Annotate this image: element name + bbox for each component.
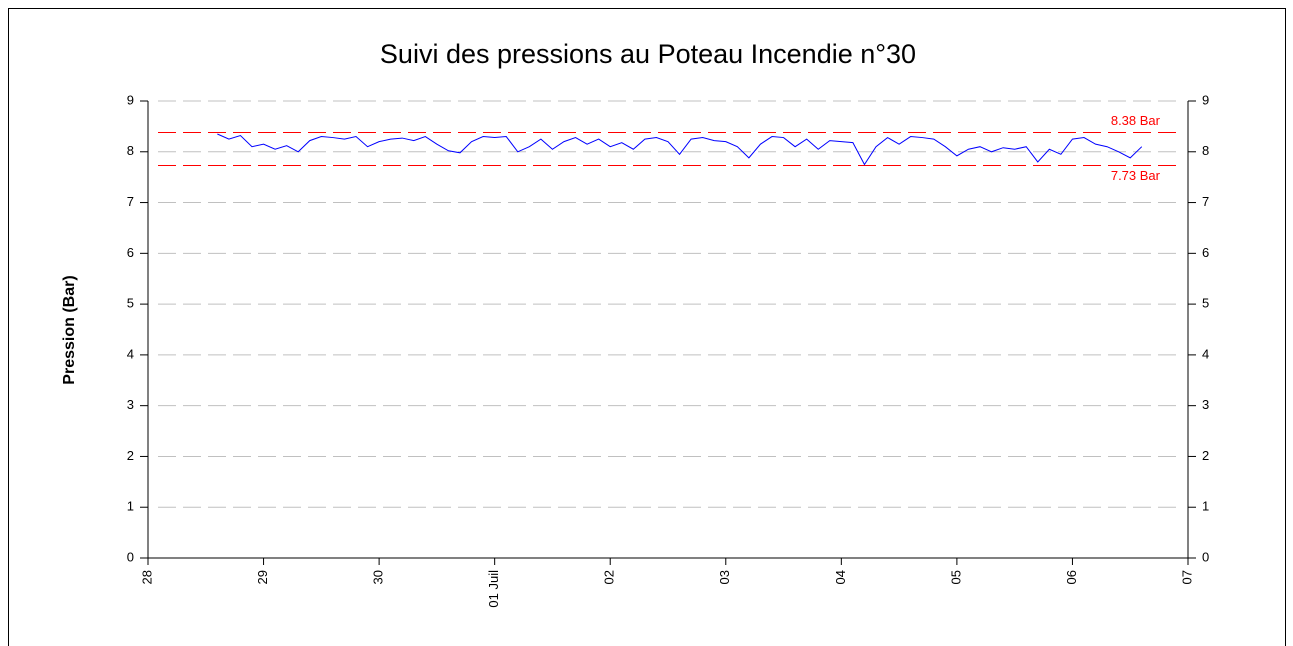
- x-tick-label: 03: [717, 570, 732, 584]
- y2-tick-label: 2: [1202, 448, 1209, 463]
- y-tick-label: 7: [127, 194, 134, 209]
- x-tick-label: 30: [371, 570, 386, 584]
- x-tick-label: 01 Juil: [486, 570, 501, 608]
- x-tick-label: 07: [1179, 570, 1194, 584]
- y-tick-label: 3: [127, 397, 134, 412]
- x-tick-label: 28: [139, 570, 154, 584]
- x-tick-label: 29: [255, 570, 270, 584]
- y2-tick-label: 8: [1202, 143, 1209, 158]
- data-line: [217, 133, 1143, 166]
- y2-tick-label: 6: [1202, 245, 1209, 260]
- threshold-label: 8.38 Bar: [1111, 113, 1161, 128]
- y2-tick-label: 4: [1202, 346, 1209, 361]
- x-tick-label: 05: [948, 570, 963, 584]
- y2-tick-label: 1: [1202, 499, 1209, 514]
- y2-tick-label: 0: [1202, 549, 1209, 564]
- y-tick-label: 0: [127, 549, 134, 564]
- frame: [8, 8, 1286, 646]
- x-tick-label: 02: [602, 570, 617, 584]
- y2-tick-label: 3: [1202, 397, 1209, 412]
- x-tick-label: 06: [1064, 570, 1079, 584]
- x-tick-label: 04: [833, 570, 848, 584]
- y-tick-label: 1: [127, 499, 134, 514]
- y2-tick-label: 5: [1202, 296, 1209, 311]
- y-tick-label: 5: [127, 296, 134, 311]
- y-tick-label: 9: [127, 92, 134, 107]
- y-axis-label: Pression (Bar): [61, 275, 78, 384]
- y-tick-label: 2: [127, 448, 134, 463]
- y-tick-label: 4: [127, 346, 134, 361]
- y-tick-label: 6: [127, 245, 134, 260]
- y2-tick-label: 9: [1202, 92, 1209, 107]
- y2-tick-label: 7: [1202, 194, 1209, 209]
- chart-title: Suivi des pressions au Poteau Incendie n…: [380, 39, 916, 69]
- y-tick-label: 8: [127, 143, 134, 158]
- threshold-label: 7.73 Bar: [1111, 168, 1161, 183]
